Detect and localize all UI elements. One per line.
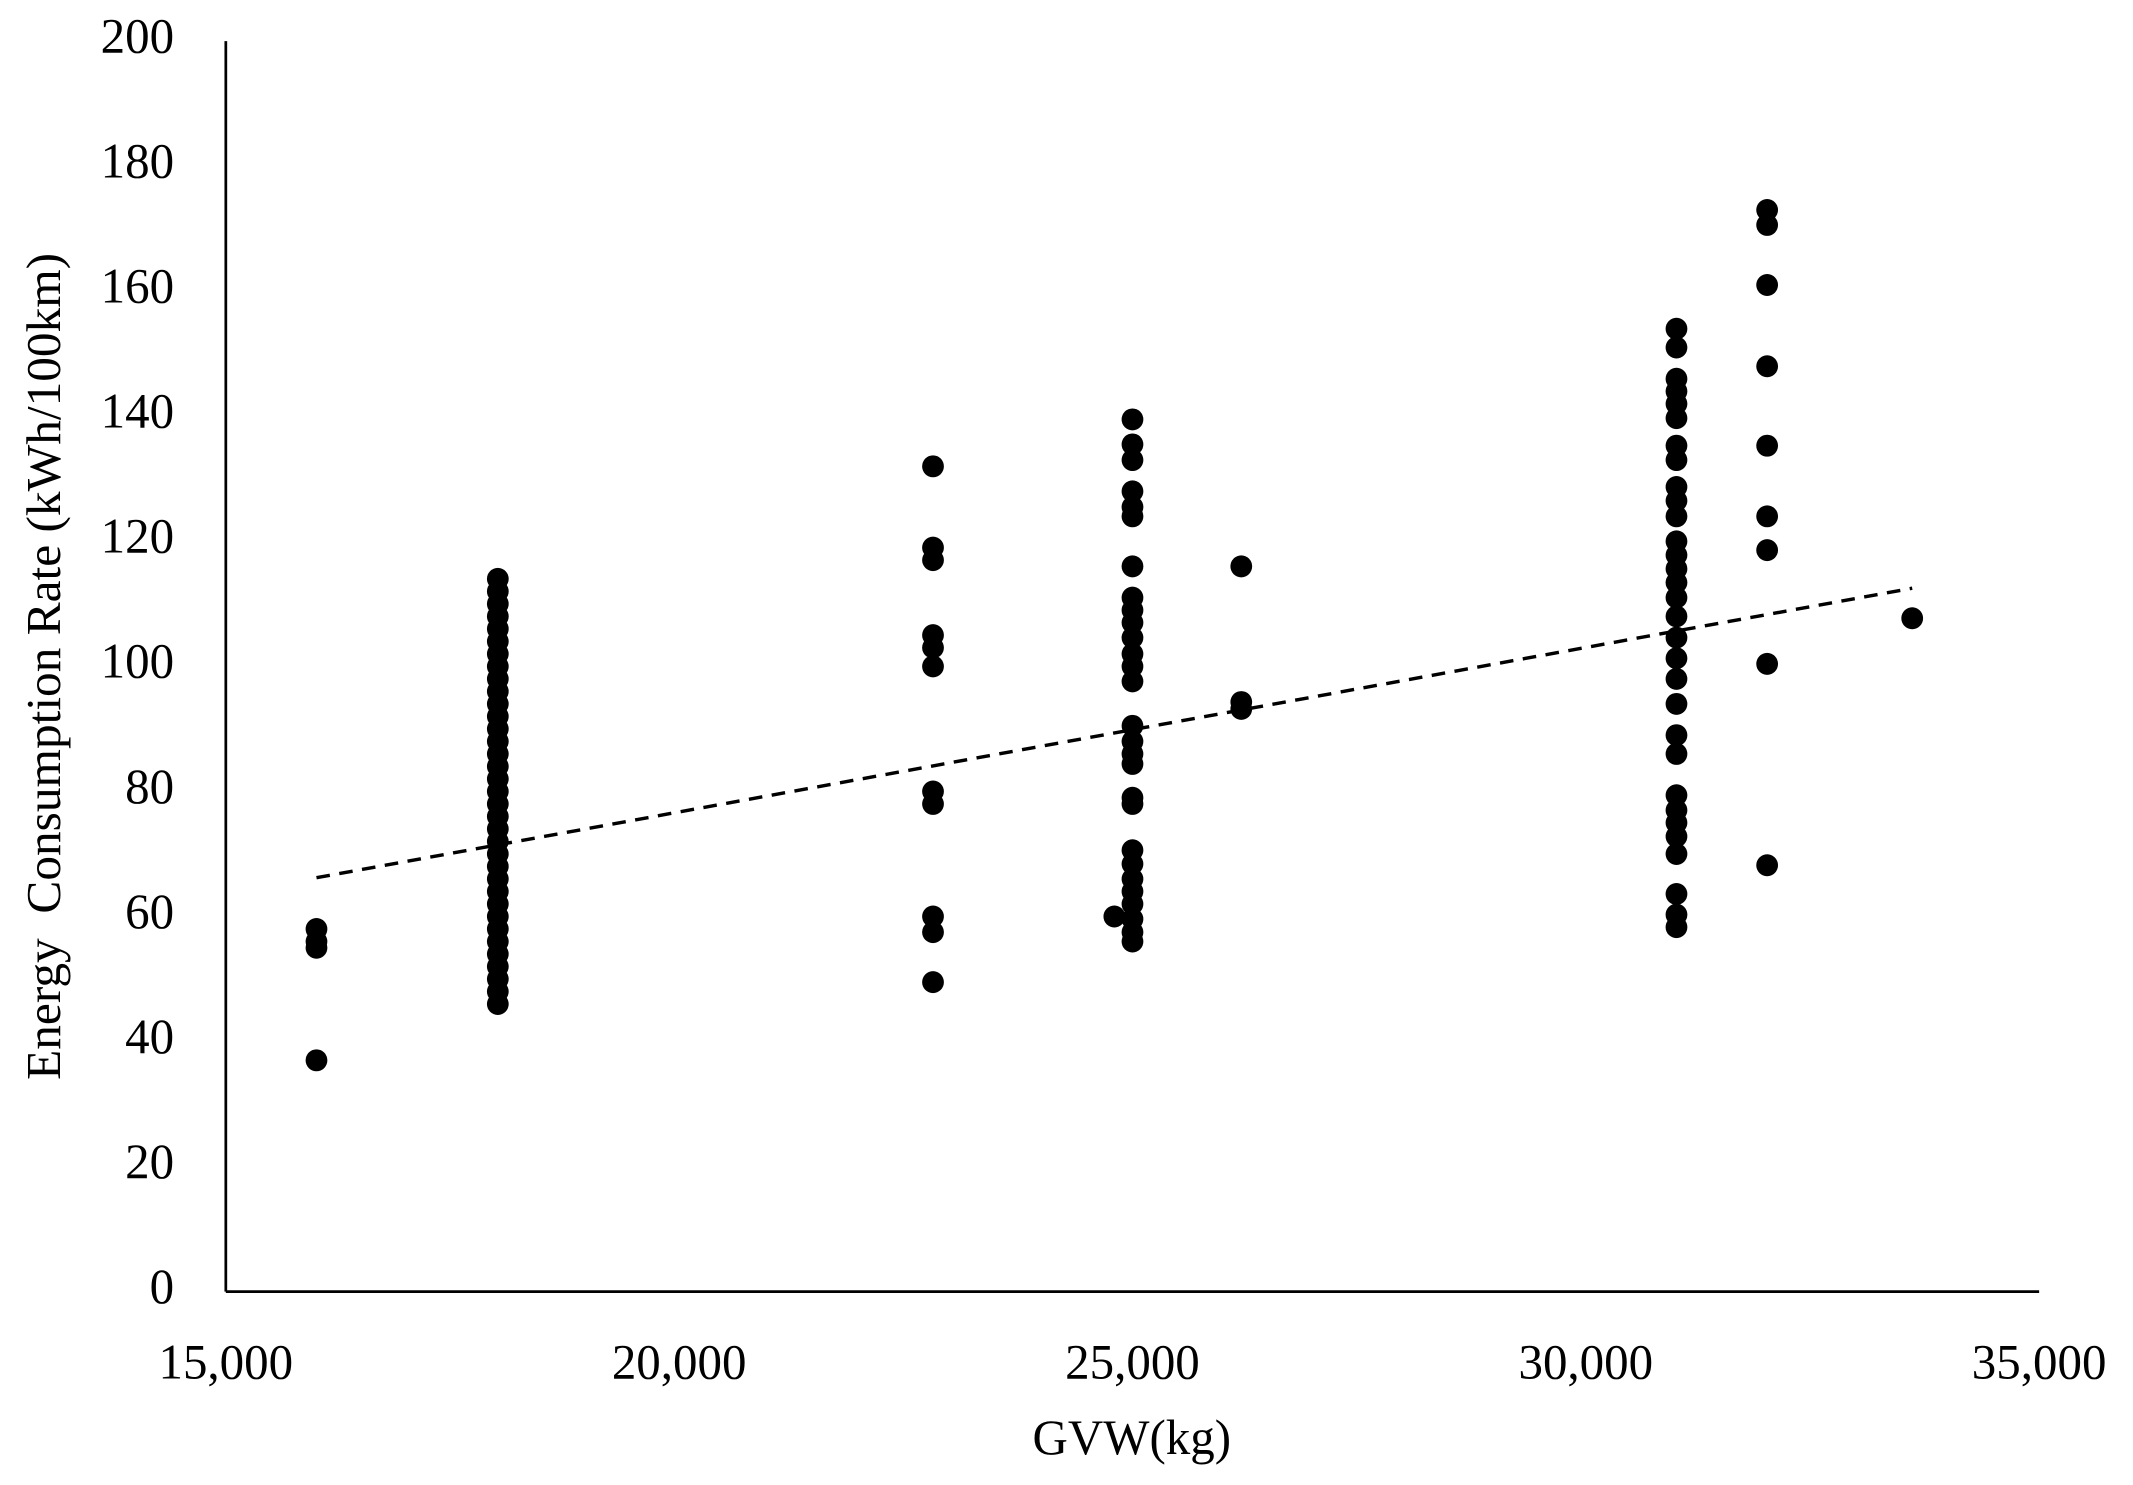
scatter-point (1665, 571, 1688, 594)
scatter-point (1756, 854, 1779, 877)
y-tick-label: 180 (101, 133, 174, 188)
scatter-point (1103, 905, 1126, 928)
scatter-point (1756, 652, 1779, 675)
scatter-point (1756, 505, 1779, 528)
scatter-point (1121, 752, 1144, 775)
scatter-point (1121, 408, 1144, 431)
scatter-point (1121, 480, 1144, 503)
scatter-point (305, 936, 328, 959)
scatter-point (922, 636, 944, 659)
y-tick-label: 160 (101, 258, 174, 313)
x-tick-label: 20,000 (612, 1334, 747, 1389)
y-tick-label: 120 (101, 508, 174, 563)
scatter-point (1230, 697, 1253, 720)
scatter-point (1665, 724, 1688, 747)
scatter-point (1665, 784, 1688, 807)
scatter-point (1121, 893, 1144, 915)
y-tick-label: 20 (125, 1134, 174, 1189)
scatter-point (1756, 213, 1779, 236)
scatter-point (486, 567, 509, 590)
scatter-point (1665, 692, 1688, 715)
y-tick-label: 140 (101, 383, 174, 438)
y-tick-label: 200 (101, 8, 174, 63)
scatter-point (922, 455, 944, 478)
y-tick-label: 80 (125, 759, 174, 814)
scatter-point (1121, 611, 1144, 634)
x-tick-label: 25,000 (1065, 1334, 1200, 1389)
scatter-point (1121, 853, 1144, 875)
scatter-point (1756, 198, 1779, 221)
scatter-point (1121, 433, 1144, 456)
scatter-point (1665, 825, 1688, 848)
scatter-point (1121, 626, 1144, 649)
scatter-point (1665, 605, 1688, 628)
scatter-point (1121, 555, 1144, 578)
scatter-point (1756, 274, 1779, 296)
scatter-point (1121, 449, 1144, 472)
scatter-point (1121, 655, 1144, 678)
scatter-point (1665, 667, 1688, 690)
scatter-point (1665, 586, 1688, 609)
scatter-point (1665, 883, 1688, 905)
scatter-point (1665, 647, 1688, 670)
scatter-point (1756, 355, 1779, 378)
scatter-point (922, 921, 944, 944)
scatter-point (1901, 607, 1924, 630)
scatter-point (1121, 792, 1144, 815)
y-tick-label: 100 (101, 634, 174, 689)
scatter-point (1665, 843, 1688, 865)
x-tick-label: 35,000 (1972, 1334, 2107, 1389)
scatter-point (1756, 434, 1779, 457)
scatter-point (1665, 916, 1688, 939)
scatter-point (1665, 449, 1688, 472)
y-tick-label: 0 (150, 1259, 174, 1314)
scatter-point (1665, 742, 1688, 765)
scatter-point (922, 905, 944, 928)
scatter-point (922, 549, 944, 572)
scatter-point (1121, 505, 1144, 528)
y-axis-label: Energy Consumption Rate (kWh/100km) (16, 253, 71, 1080)
scatter-point (1756, 539, 1779, 562)
scatter-point (922, 792, 944, 815)
scatter-point (1230, 555, 1253, 578)
scatter-point (1665, 407, 1688, 430)
scatter-point (1665, 489, 1688, 512)
scatter-point (1121, 714, 1144, 737)
scatter-point (1665, 505, 1688, 528)
scatter-point (1665, 336, 1688, 359)
scatter-point (922, 971, 944, 994)
y-tick-label: 40 (125, 1009, 174, 1064)
scatter-point (305, 1049, 328, 1072)
trend-line (316, 586, 1913, 880)
scatter-point (1665, 317, 1688, 340)
scatter-point (1121, 930, 1144, 953)
scatter-point (922, 655, 944, 678)
x-tick-label: 15,000 (158, 1334, 293, 1389)
scatter-point (1121, 670, 1144, 693)
y-tick-label: 60 (125, 884, 174, 939)
x-tick-label: 30,000 (1518, 1334, 1653, 1389)
x-axis-label: GVW(kg) (1033, 1410, 1232, 1465)
